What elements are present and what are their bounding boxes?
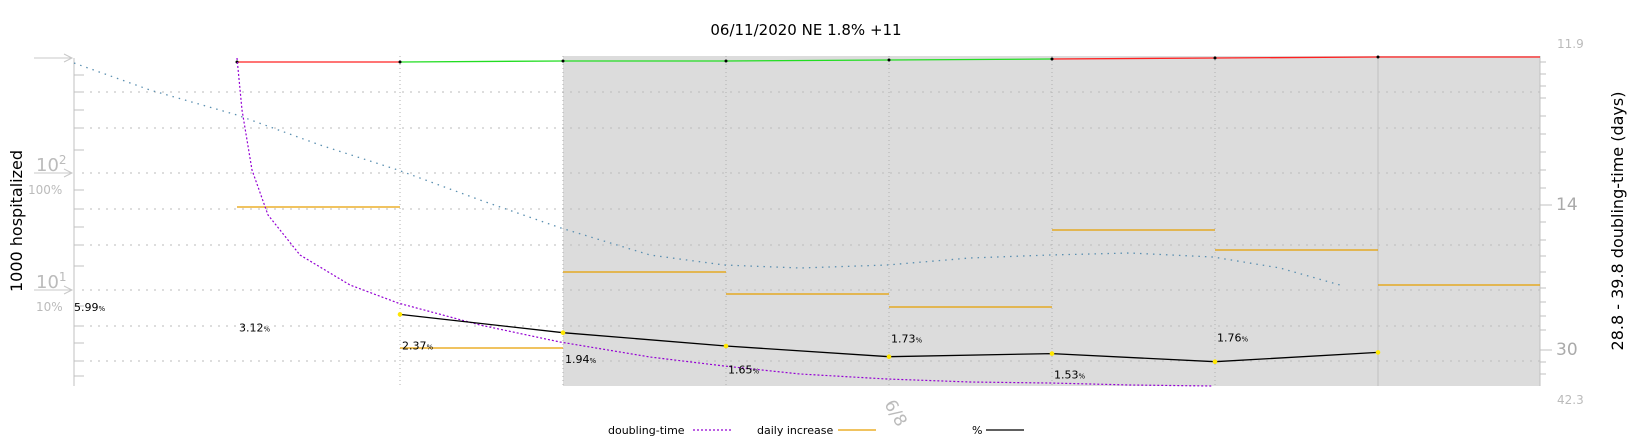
legend-label-daily-increase: daily increase	[757, 424, 833, 437]
y-axis-left-tick-arrow	[63, 168, 74, 178]
top-line-segment	[888, 58, 1053, 61]
percent-value-label: 1.76%	[1217, 331, 1249, 344]
percent-series-point	[723, 343, 729, 349]
y-axis-left-label: 1000 hospitalized	[7, 150, 26, 292]
y-axis-left-tick-arrow	[63, 285, 74, 295]
top-line-point	[724, 59, 728, 63]
percent-value-label: 1.65%	[728, 364, 760, 377]
percent-series-point	[560, 330, 566, 336]
y-axis-right-label: 28.8 - 39.8 doubling-time (days)	[1608, 92, 1627, 351]
top-line-segment	[725, 59, 890, 62]
legend: doubling-time daily increase %	[608, 424, 1024, 437]
right-tick-label: 42.3	[1557, 393, 1584, 407]
top-line-point	[1213, 56, 1217, 60]
percent-value-label: 1.53%	[1054, 369, 1086, 382]
top-line-segment	[1214, 56, 1379, 59]
percent-series-point	[397, 312, 403, 317]
percent-series-point	[1049, 351, 1055, 356]
labels-layer: 5.99% 3.12% 2.37% 1.94% 1.65% 1.73% 1.53% 1.76%	[74, 301, 1249, 382]
percent-value-label: 1.94%	[565, 353, 597, 366]
y-axis-left-tick-arrow	[63, 53, 74, 63]
percent-value-label: 2.37%	[402, 340, 434, 353]
x-annotation: 6/8	[880, 397, 911, 431]
right-tick-label: 14	[1556, 195, 1578, 215]
axes	[34, 53, 1552, 386]
percent-series-point	[1212, 359, 1218, 365]
top-line-point	[1376, 55, 1380, 59]
legend-label-percent: %	[972, 424, 982, 437]
series-layer	[73, 55, 1540, 387]
top-line-point	[561, 59, 565, 63]
top-line-segment	[1051, 57, 1216, 60]
left-tick-label-100: 102	[36, 153, 67, 176]
grid	[82, 56, 1540, 386]
left-tick-label-10: 101	[36, 270, 67, 293]
percent-series-point	[886, 354, 892, 360]
plot-shaded-region	[563, 56, 1540, 386]
top-line-point	[887, 58, 891, 62]
percent-value-label: 1.73%	[891, 333, 923, 346]
left-pct-label-10: 10%	[36, 300, 63, 314]
top-line-point	[1050, 57, 1054, 61]
percent-value-label: 5.99%	[74, 301, 106, 314]
right-tick-label: 11.9	[1557, 37, 1584, 51]
doubling-time-curve	[236, 57, 1214, 387]
percent-series-point	[1375, 350, 1381, 355]
legend-label-doubling-time: doubling-time	[608, 424, 685, 437]
percent-value-label: 3.12%	[239, 321, 271, 334]
top-line-point	[398, 60, 402, 64]
right-tick-label: 30	[1556, 340, 1578, 360]
top-line-segment	[399, 60, 564, 63]
left-pct-label-100: 100%	[28, 183, 62, 197]
chart-title: 06/11/2020 NE 1.8% +11	[710, 21, 901, 39]
